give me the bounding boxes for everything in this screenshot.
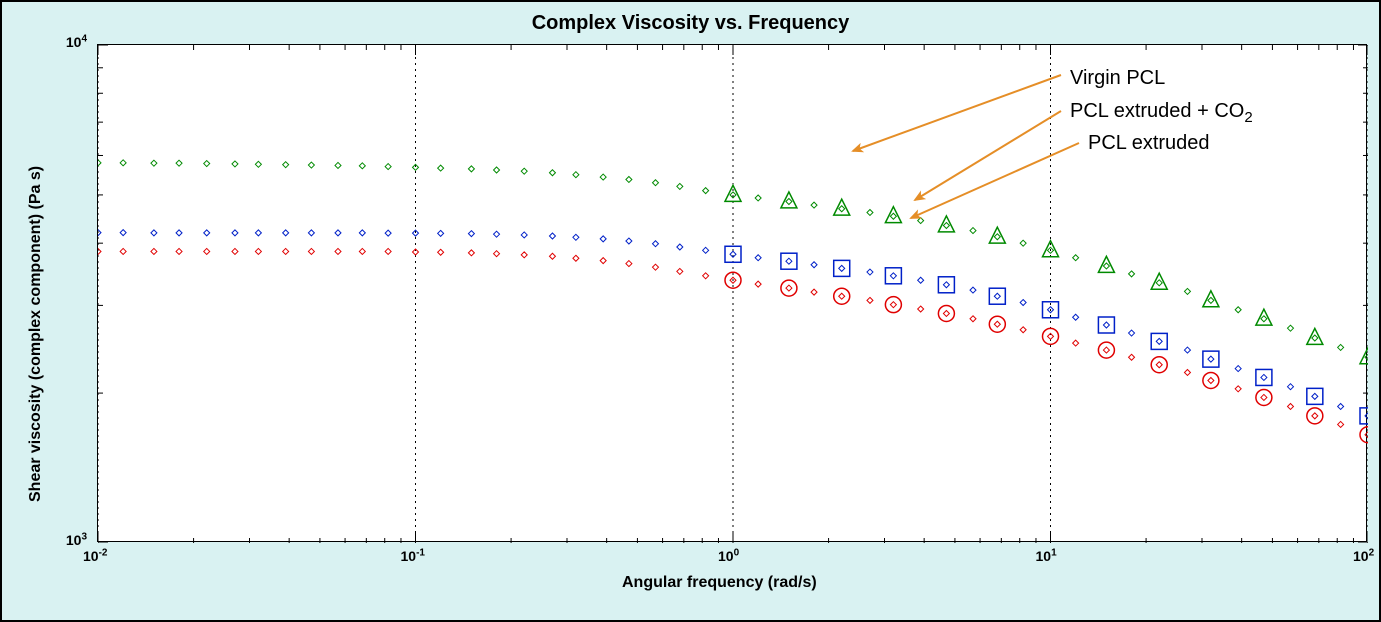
x-tick-label: 10-1 [401,548,425,564]
annotation-virgin: Virgin PCL [1070,67,1165,90]
annotation-ext: PCL extruded [1088,132,1210,155]
chart-container: Complex Viscosity vs. Frequency Shear vi… [0,0,1381,622]
y-tick-label: 103 [66,532,87,548]
annotation-ext_co2: PCL extruded + CO2 [1070,100,1253,123]
y-tick-label: 104 [66,34,87,50]
x-tick-label: 101 [1036,548,1057,564]
y-axis-label: Shear viscosity (complex component) (Pa … [27,166,45,502]
x-tick-label: 102 [1353,548,1374,564]
x-axis-label: Angular frequency (rad/s) [622,574,817,592]
x-tick-label: 10-2 [83,548,107,564]
x-tick-label: 100 [718,548,739,564]
chart-title: Complex Viscosity vs. Frequency [2,12,1379,35]
